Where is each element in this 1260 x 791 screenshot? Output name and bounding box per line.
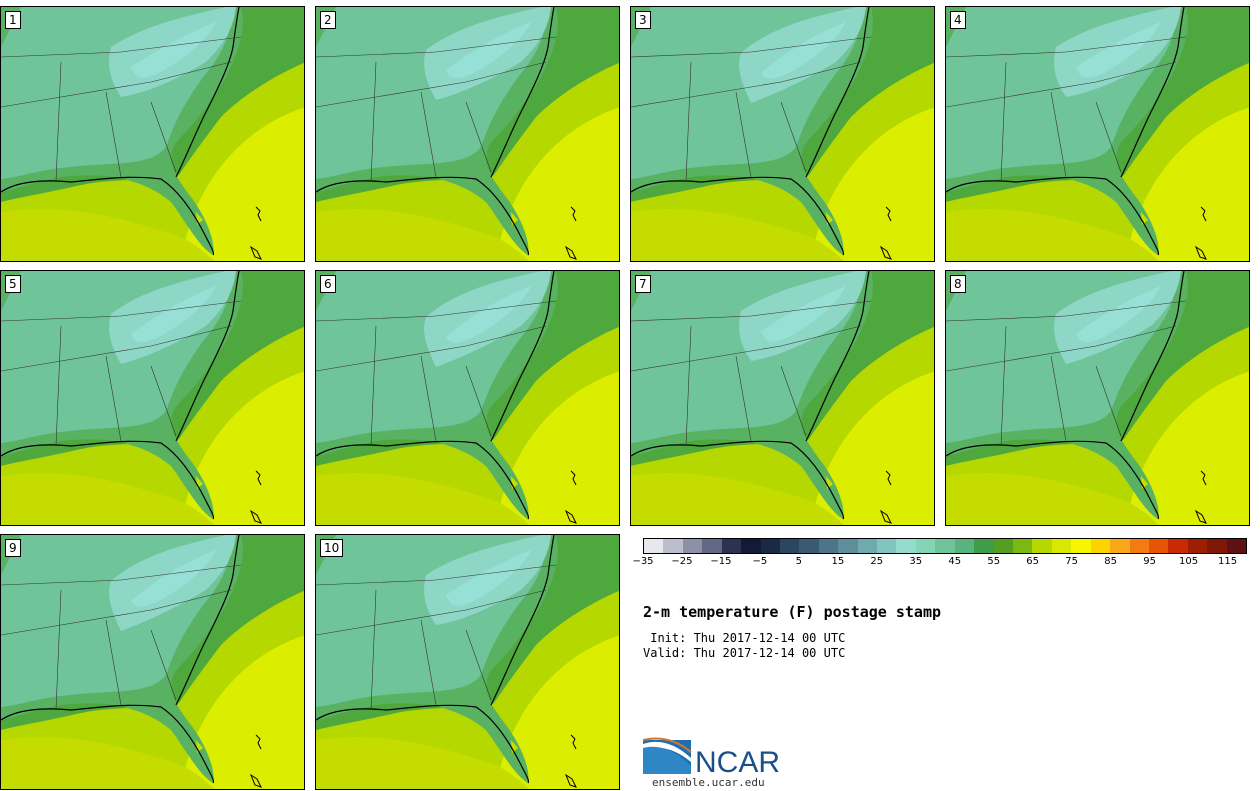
stamp-panel-4: 4	[945, 6, 1250, 262]
colorbar-tick-label: −15	[710, 556, 732, 567]
colorbar-swatch	[663, 539, 683, 553]
colorbar-tick-label: 35	[909, 556, 923, 567]
member-number: 3	[635, 11, 651, 29]
member-number: 1	[5, 11, 21, 29]
colorbar-tick-label: 115	[1217, 556, 1238, 567]
colorbar-swatch	[974, 539, 994, 553]
valid-time: Valid: Thu 2017-12-14 00 UTC	[643, 646, 846, 660]
colorbar-tick-label: −5	[752, 556, 768, 567]
colorbar-swatch	[644, 539, 664, 553]
member-number: 9	[5, 539, 21, 557]
colorbar-swatch	[857, 539, 878, 553]
colorbar-tick-label: 105	[1179, 556, 1199, 567]
colorbar-tick-label: 95	[1143, 556, 1156, 567]
colorbar-swatch	[877, 539, 897, 553]
colorbar-swatch	[954, 539, 975, 553]
stamp-panel-2: 2	[315, 6, 620, 262]
chart-title: 2-m temperature (F) postage stamp	[643, 603, 942, 621]
stamp-panel-1: 1	[0, 6, 305, 262]
colorbar-swatch	[838, 539, 858, 553]
logo-url: ensemble.ucar.edu	[652, 776, 765, 789]
colorbar-tick-label: 65	[1026, 556, 1040, 567]
member-number: 4	[950, 11, 966, 29]
map-icon	[631, 271, 934, 525]
member-number: 2	[320, 11, 336, 29]
colorbar-swatch	[721, 539, 742, 553]
member-number: 7	[635, 275, 651, 293]
map-icon	[1, 535, 304, 789]
stamp-panel-3: 3	[630, 6, 935, 262]
stamp-panel-9: 9	[0, 534, 305, 790]
stamp-panel-10: 10	[315, 534, 620, 790]
temperature-colorbar	[643, 538, 1247, 554]
colorbar-swatch	[1207, 539, 1227, 553]
colorbar-tick-label: 5	[795, 556, 803, 567]
stamp-panel-5: 5	[0, 270, 305, 526]
map-icon	[316, 271, 619, 525]
colorbar-tick-label: −35	[632, 556, 654, 567]
colorbar-tick-label: 25	[870, 556, 884, 567]
map-icon	[1, 271, 304, 525]
ncar-logo: NCAR	[643, 737, 780, 778]
colorbar-swatch	[993, 539, 1014, 553]
colorbar-swatch	[741, 539, 761, 553]
map-icon	[631, 7, 934, 261]
colorbar-swatch	[1051, 539, 1072, 553]
colorbar-swatch	[682, 539, 703, 553]
colorbar-tick-label: 45	[948, 556, 962, 567]
colorbar-swatch	[1110, 539, 1130, 553]
colorbar-swatch	[799, 539, 819, 553]
stamp-panel-8: 8	[945, 270, 1250, 526]
map-icon	[316, 535, 619, 789]
member-number: 6	[320, 275, 336, 293]
colorbar-swatch	[702, 539, 722, 553]
colorbar-swatch	[818, 539, 839, 553]
colorbar-swatch	[1226, 539, 1247, 553]
colorbar-swatch	[1013, 539, 1033, 553]
colorbar-swatch	[1168, 539, 1188, 553]
colorbar-swatch	[1129, 539, 1149, 553]
map-icon	[946, 271, 1249, 525]
colorbar-swatch	[779, 539, 800, 553]
colorbar-tick-label: 55	[987, 556, 1001, 567]
member-number: 10	[320, 539, 344, 557]
init-time: Init: Thu 2017-12-14 00 UTC	[643, 631, 846, 645]
map-icon	[1, 7, 304, 261]
colorbar-tick-label: 75	[1065, 556, 1079, 567]
map-icon	[316, 7, 619, 261]
colorbar-swatch	[1187, 539, 1208, 553]
colorbar-swatch	[1148, 539, 1169, 553]
colorbar-swatch	[1090, 539, 1111, 553]
colorbar-swatch	[896, 539, 916, 553]
colorbar-tick-label: −25	[671, 556, 693, 567]
colorbar-swatch	[1032, 539, 1052, 553]
stamp-panel-6: 6	[315, 270, 620, 526]
map-icon	[946, 7, 1249, 261]
colorbar-swatch	[1071, 539, 1091, 553]
colorbar-tick-label: 15	[831, 556, 845, 567]
stamp-panel-7: 7	[630, 270, 935, 526]
member-number: 5	[5, 275, 21, 293]
ncar-logo-text: NCAR	[695, 746, 780, 778]
colorbar-swatch	[935, 539, 955, 553]
colorbar-swatch	[915, 539, 936, 553]
colorbar-ticks: −35 −25 −15 −5 5 15 25 35 45 55 65 75 85 95 105 115	[632, 556, 1247, 572]
member-number: 8	[950, 275, 966, 293]
colorbar-swatch	[760, 539, 780, 553]
colorbar-tick-label: 85	[1104, 556, 1117, 567]
